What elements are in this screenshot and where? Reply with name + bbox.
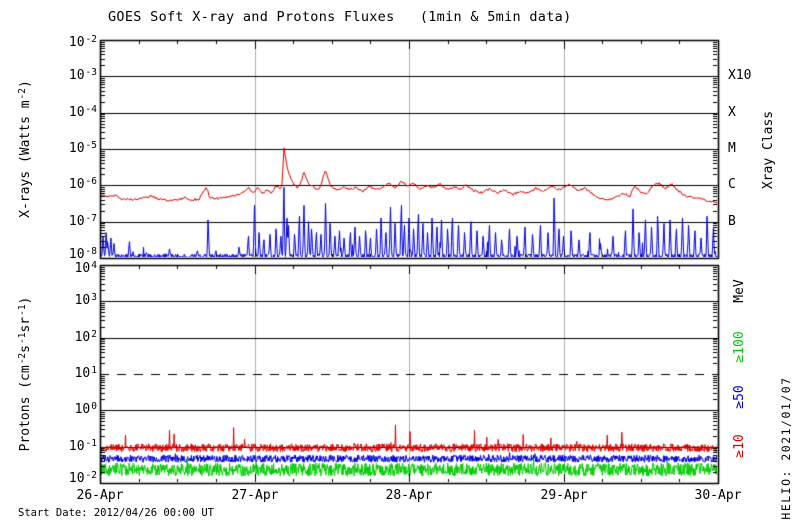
axis-title-exponent: -2: [17, 87, 28, 100]
ytick-exponent: 4: [91, 260, 97, 271]
axis-title-text: Protons (cm: [18, 365, 33, 452]
proton-ytick-label: 104: [50, 260, 97, 278]
ytick-exponent: 3: [91, 292, 97, 303]
helio-watermark: HELIO: 2021/01/07: [779, 376, 793, 520]
proton-ytick-label: 103: [50, 292, 97, 310]
axis-title-exponent: -2: [17, 352, 28, 365]
ytick-exponent: -7: [85, 213, 97, 224]
ytick-exponent: -1: [85, 438, 97, 449]
proton-legend-ge50: ≥50: [732, 385, 747, 409]
xray-class-axis-title: Xray Class: [761, 110, 776, 190]
ytick-base: 10: [68, 105, 85, 120]
axis-title-text: sr: [18, 316, 33, 333]
start-date-label: Start Date: 2012/04/26 00:00 UT: [18, 507, 214, 519]
xray-class-label-c: C: [728, 177, 736, 192]
xray-ytick-label: 10-2: [50, 34, 97, 52]
ytick-base: 10: [74, 330, 91, 345]
xtick-label-29-apr: 29-Apr: [540, 488, 588, 503]
ytick-base: 10: [74, 293, 91, 308]
axis-title-exponent: -1: [17, 332, 28, 345]
xray-class-label-m: M: [728, 141, 736, 156]
axis-title-text: ): [18, 80, 33, 88]
ytick-exponent: -6: [85, 176, 97, 187]
proton-ytick-label: 101: [50, 365, 97, 383]
axis-title-exponent: -1: [17, 304, 28, 316]
ytick-base: 10: [68, 177, 85, 192]
mev-axis-title: MeV: [732, 279, 747, 303]
ytick-base: 10: [68, 247, 85, 262]
axis-title-text: ): [18, 296, 33, 305]
ytick-base: 10: [74, 261, 91, 276]
ytick-exponent: 1: [91, 365, 97, 376]
ytick-base: 10: [68, 471, 85, 486]
ytick-base: 10: [68, 68, 85, 83]
xray-class-label-x10: X10: [728, 68, 752, 83]
axis-title-text: X-rays (Watts m: [18, 100, 33, 218]
proton-ytick-label: 100: [50, 401, 97, 419]
xtick-label-27-apr: 27-Apr: [231, 488, 279, 503]
proton-legend-ge10: ≥10: [732, 434, 747, 458]
proton-ytick-label: 10-1: [50, 438, 97, 456]
ytick-exponent: -2: [85, 470, 97, 481]
proton-legend-ge100: ≥100: [732, 331, 747, 363]
ytick-exponent: 2: [91, 329, 97, 340]
proton-ytick-label: 102: [50, 329, 97, 347]
ytick-base: 10: [68, 214, 85, 229]
xray-ytick-label: 10-7: [50, 213, 97, 231]
proton-ytick-label: 10-2: [50, 470, 97, 488]
ytick-base: 10: [68, 141, 85, 156]
proton-axis-title: Protons (cm-2s-1sr-1): [17, 297, 35, 452]
ytick-exponent: -5: [85, 140, 97, 151]
ytick-base: 10: [68, 35, 85, 50]
xray-ytick-label: 10-8: [50, 246, 97, 264]
ytick-base: 10: [74, 366, 91, 381]
ytick-exponent: -3: [85, 67, 97, 78]
xray-class-label-x: X: [728, 105, 736, 120]
xray-ytick-label: 10-6: [50, 176, 97, 194]
xtick-label-30-apr: 30-Apr: [694, 488, 742, 503]
xtick-label-26-apr: 26-Apr: [76, 488, 124, 503]
ytick-exponent: -4: [85, 104, 97, 115]
ytick-exponent: -8: [85, 246, 97, 257]
ytick-base: 10: [68, 439, 85, 454]
xray-ytick-label: 10-3: [50, 67, 97, 85]
xray-axis-title: X-rays (Watts m-2): [17, 80, 35, 218]
figure-title: GOES Soft X-ray and Protons Fluxes (1min…: [108, 9, 572, 25]
xtick-label-28-apr: 28-Apr: [385, 488, 433, 503]
ytick-exponent: 0: [91, 401, 97, 412]
xray-ytick-label: 10-4: [50, 104, 97, 122]
ytick-exponent: -2: [85, 34, 97, 45]
xray-ytick-label: 10-5: [50, 140, 97, 158]
ytick-base: 10: [74, 402, 91, 417]
xray-class-label-b: B: [728, 214, 736, 229]
